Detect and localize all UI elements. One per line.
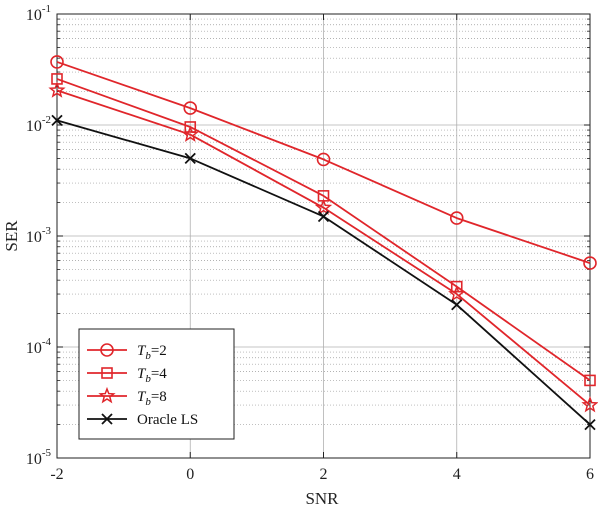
legend-marker	[98, 386, 116, 404]
legend-entry: Tb=8	[87, 386, 167, 408]
y-tick-label: 10-4	[26, 336, 52, 357]
x-tick-label: 4	[453, 466, 461, 483]
data-point	[450, 280, 463, 293]
data-point	[584, 374, 596, 387]
legend-marker	[101, 413, 113, 425]
legend-entry: Tb=2	[87, 343, 167, 362]
series-3	[48, 81, 598, 413]
series-1	[50, 55, 597, 270]
y-tick-label: 10-3	[26, 225, 52, 246]
legend-entry: Oracle LS	[87, 412, 198, 428]
y-tick-label: 10-2	[26, 114, 51, 135]
axes: -2 0 2 4 6 10-5 10-4 10-3 10-2 10-1	[26, 3, 594, 483]
data-point	[448, 284, 466, 302]
legend-marker	[100, 343, 114, 357]
x-tick-label: 2	[320, 466, 328, 483]
data-point	[583, 256, 597, 270]
data-point	[183, 101, 198, 115]
legend: Tb=2 Tb=4 Tb=8 Oracle LS	[78, 328, 235, 440]
data-point	[316, 152, 331, 167]
data-point	[584, 418, 596, 431]
y-tick-label: 10-5	[26, 447, 52, 468]
legend-label: Tb=8	[137, 389, 167, 408]
x-tick-label: 6	[586, 466, 594, 483]
series-line	[56, 89, 591, 406]
x-tick-label: -2	[50, 466, 63, 483]
legend-marker	[101, 367, 113, 379]
legend-entry: Tb=4	[87, 366, 167, 385]
data-point	[48, 81, 66, 98]
series-line	[56, 78, 591, 382]
data-point	[451, 299, 463, 311]
series-line	[56, 61, 591, 264]
x-tick-label: 0	[186, 466, 194, 483]
legend-label: Tb=4	[137, 366, 167, 385]
data-point	[317, 210, 330, 223]
y-axis-title: SER	[2, 220, 21, 252]
y-tick-label: 10-1	[26, 3, 51, 24]
legend-label: Oracle LS	[137, 412, 198, 428]
data-point	[184, 152, 196, 165]
data-point	[314, 198, 333, 216]
series-4	[51, 114, 596, 431]
series-group	[48, 55, 598, 431]
data-point	[449, 211, 464, 225]
data-point	[50, 55, 64, 69]
data-point	[184, 121, 197, 133]
data-point	[581, 395, 598, 413]
data-point	[181, 125, 199, 142]
data-point	[51, 114, 63, 127]
legend-label: Tb=2	[137, 343, 167, 362]
x-axis-title: SNR	[305, 489, 339, 508]
